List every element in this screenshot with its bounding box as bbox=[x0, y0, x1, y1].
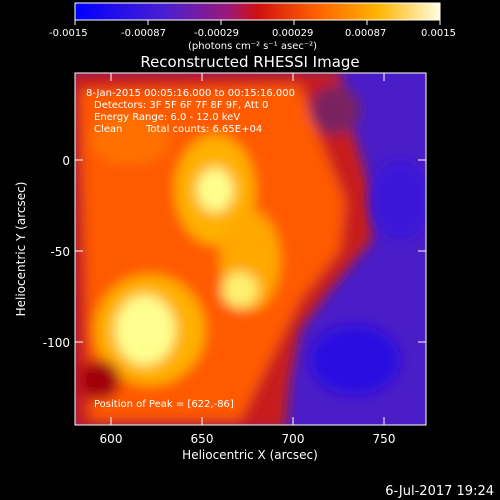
annotation-total-counts: Total counts: 6.65E+04 bbox=[145, 124, 262, 135]
colorbar-ticks bbox=[74, 20, 441, 25]
annotation-method: Clean bbox=[94, 124, 122, 135]
annotation-detectors: Detectors: 3F 5F 6F 7F 8F 9F, Att 0 bbox=[94, 100, 268, 111]
colorbar-tick-label: 0.00087 bbox=[345, 28, 386, 39]
x-tick-label: 750 bbox=[373, 432, 396, 446]
colorbar-tick-label: -0.00087 bbox=[121, 28, 166, 39]
annotation-energy: Energy Range: 6.0 - 12.0 keV bbox=[94, 112, 240, 123]
x-axis-label: Heliocentric X (arcsec) bbox=[182, 448, 318, 462]
colorbar-tick-label: 0.00029 bbox=[272, 28, 313, 39]
annotation-time-range: 8-Jan-2015 00:05:16.000 to 00:15:16.000 bbox=[86, 88, 295, 99]
x-ticks bbox=[110, 73, 385, 425]
x-tick-label: 600 bbox=[100, 432, 123, 446]
y-axis-label: Heliocentric Y (arcsec) bbox=[14, 182, 28, 317]
x-tick-label: 700 bbox=[282, 432, 305, 446]
heatmap-image bbox=[75, 73, 426, 425]
colorbar-unit-label: (photons cm⁻² s⁻¹ asec⁻²) bbox=[188, 41, 317, 52]
x-tick-label: 650 bbox=[191, 432, 214, 446]
colorbar-tick-label: -0.00029 bbox=[194, 28, 239, 39]
chart-title: Reconstructed RHESSI Image bbox=[140, 53, 359, 71]
y-tick-label: 0 bbox=[62, 154, 70, 168]
y-ticks bbox=[75, 159, 426, 343]
plot-frame bbox=[74, 72, 427, 426]
colorbar-tick-label: -0.0015 bbox=[49, 28, 88, 39]
annotation-peak-position: Position of Peak = [622,-86] bbox=[94, 399, 234, 410]
colorbar bbox=[74, 2, 441, 21]
date-stamp: 6-Jul-2017 19:24 bbox=[385, 484, 494, 499]
y-tick-label: -50 bbox=[50, 245, 70, 259]
y-tick-label: -100 bbox=[43, 336, 70, 350]
colorbar-tick-label: 0.0015 bbox=[421, 28, 456, 39]
